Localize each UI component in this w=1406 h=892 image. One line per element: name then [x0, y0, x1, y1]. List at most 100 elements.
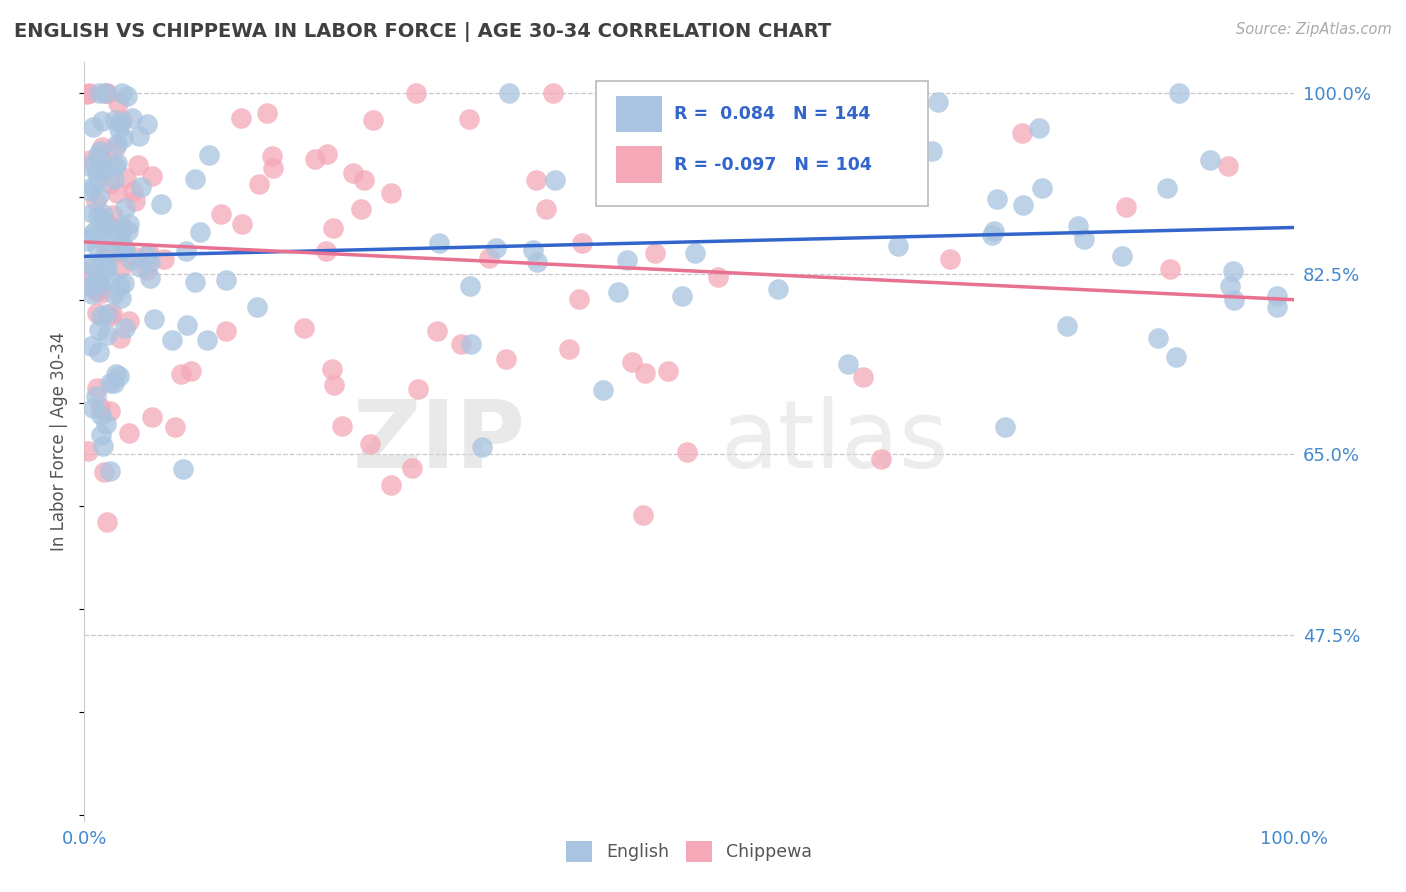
Point	[322, 220, 344, 235]
Point	[89, 427, 111, 442]
Point	[129, 260, 152, 274]
Point	[96, 515, 118, 529]
Point	[93, 465, 115, 479]
Point	[246, 300, 269, 314]
Point	[104, 159, 127, 173]
Point	[766, 282, 789, 296]
Point	[1265, 288, 1288, 302]
Point	[76, 87, 98, 102]
Point	[91, 207, 114, 221]
Point	[495, 352, 517, 367]
Point	[100, 273, 122, 287]
Point	[87, 87, 110, 101]
Point	[94, 87, 117, 101]
FancyBboxPatch shape	[596, 81, 928, 207]
Point	[96, 216, 118, 230]
Point	[229, 111, 252, 125]
Point	[756, 87, 779, 101]
Point	[921, 145, 943, 159]
Point	[322, 378, 344, 392]
Point	[89, 163, 111, 178]
Point	[114, 171, 136, 186]
Point	[80, 287, 103, 301]
Point	[104, 141, 127, 155]
Point	[427, 235, 450, 250]
Point	[82, 401, 104, 415]
Point	[676, 445, 699, 459]
Point	[1223, 293, 1246, 308]
Point	[87, 148, 110, 162]
Point	[1111, 249, 1133, 263]
Point	[262, 149, 284, 163]
Point	[1056, 318, 1078, 333]
Point	[82, 180, 104, 194]
Point	[141, 409, 163, 424]
Point	[86, 209, 108, 223]
Point	[100, 306, 122, 320]
Point	[644, 245, 666, 260]
Point	[79, 256, 101, 270]
Point	[98, 464, 121, 478]
Point	[80, 206, 103, 220]
Point	[89, 144, 111, 158]
Point	[304, 152, 326, 166]
Point	[983, 224, 1005, 238]
Point	[353, 173, 375, 187]
Point	[247, 177, 270, 191]
Point	[139, 271, 162, 285]
Point	[84, 194, 107, 209]
Text: R =  0.084   N = 144: R = 0.084 N = 144	[675, 105, 870, 123]
Point	[1067, 219, 1090, 233]
Point	[1073, 232, 1095, 246]
Point	[631, 508, 654, 523]
Point	[90, 162, 112, 177]
Point	[114, 242, 136, 256]
Point	[616, 253, 638, 268]
Point	[571, 235, 593, 250]
Point	[91, 222, 114, 236]
Point	[98, 310, 121, 324]
Point	[215, 273, 238, 287]
Point	[118, 425, 141, 440]
Point	[707, 269, 730, 284]
Point	[79, 268, 101, 282]
Point	[359, 437, 381, 451]
Point	[534, 202, 557, 217]
Point	[738, 183, 761, 197]
Point	[107, 244, 129, 258]
Point	[112, 276, 135, 290]
Point	[77, 443, 100, 458]
Point	[621, 355, 644, 369]
Point	[994, 419, 1017, 434]
Point	[342, 166, 364, 180]
Point	[180, 364, 202, 378]
Point	[105, 186, 128, 200]
Point	[107, 222, 129, 236]
Point	[77, 87, 100, 101]
Point	[86, 306, 108, 320]
Point	[111, 87, 134, 101]
Point	[110, 261, 132, 276]
Point	[172, 462, 194, 476]
Point	[162, 333, 184, 347]
Point	[406, 382, 429, 396]
Point	[231, 218, 253, 232]
Point	[321, 362, 343, 376]
Point	[558, 342, 581, 356]
Point	[103, 208, 125, 222]
Point	[90, 140, 112, 154]
Point	[87, 171, 110, 186]
Point	[1267, 300, 1289, 314]
Point	[135, 248, 157, 262]
Point	[84, 285, 107, 299]
Point	[136, 117, 159, 131]
Point	[94, 262, 117, 277]
FancyBboxPatch shape	[616, 146, 662, 183]
Point	[524, 173, 547, 187]
Y-axis label: In Labor Force | Age 30-34: In Labor Force | Age 30-34	[51, 332, 69, 551]
Point	[1115, 200, 1137, 214]
Point	[1031, 181, 1053, 195]
Point	[110, 231, 132, 245]
Point	[138, 255, 160, 269]
Point	[837, 357, 859, 371]
